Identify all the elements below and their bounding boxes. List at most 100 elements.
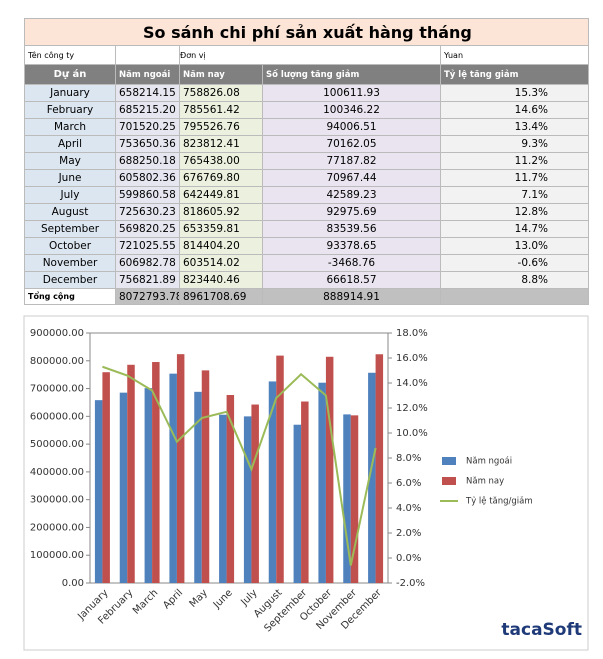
bar (350, 415, 359, 583)
cell: 93378.65 (262, 237, 441, 255)
cell: 100346.22 (262, 101, 441, 119)
cell: September (24, 220, 116, 238)
cell: 658214.15 (115, 84, 180, 102)
header-cell: Năm ngoái (115, 64, 180, 85)
bar (127, 364, 135, 583)
bar (276, 355, 284, 583)
header-cell: Tỷ lệ tăng giảm (439, 64, 590, 85)
y-tick-label: 900000.00 (30, 328, 84, 339)
cell: 606982.78 (115, 254, 180, 272)
header-row: Dự án Năm ngoái Năm nay Số lượng tăng giảm T… (24, 64, 590, 85)
bar (152, 362, 160, 583)
y-tick-label: 800000.00 (30, 356, 84, 367)
bar (102, 372, 110, 583)
cell: 685215.20 (115, 101, 180, 119)
title-row: So sánh chi phí sản xuất hàng tháng (23, 18, 590, 46)
data-row: February 685215.20 785561.42 100346.22 14.6% (24, 101, 590, 119)
y-tick-label: 100000.00 (30, 550, 84, 561)
cell: 753650.36 (115, 135, 180, 153)
bar (94, 400, 103, 583)
total-row: Tổng cộng 8072793.78 8961708.69 888914.91 (24, 288, 590, 305)
cell: 721025.55 (115, 237, 180, 255)
y-tick-label: 0.00 (62, 578, 84, 589)
data-row: January 658214.15 758826.08 100611.93 15.3% (24, 84, 590, 102)
total-cell: 8072793.78 (115, 288, 180, 305)
header-cell: Số lượng tăng giảm (262, 64, 441, 85)
line (102, 365, 377, 566)
bar (268, 381, 277, 583)
cell: 13.0% (439, 237, 590, 255)
legend-label: Năm ngoái (466, 457, 512, 467)
y2-tick-label: 12.0% (396, 403, 428, 414)
cell: 8.8% (439, 271, 590, 289)
bar (144, 388, 153, 583)
legend-label: Năm nay (466, 477, 504, 487)
data-row: August 725630.23 818605.92 92975.69 12.8% (24, 203, 590, 221)
total-cell: 8961708.69 (179, 288, 263, 305)
cell: 603514.02 (179, 254, 263, 272)
y-tick-label: 500000.00 (30, 439, 84, 450)
total-cell (439, 288, 590, 305)
cell: 725630.23 (115, 203, 180, 221)
cell: 12.8% (439, 203, 590, 221)
cell: 70967.44 (262, 169, 441, 187)
bar (375, 354, 384, 583)
data-row: July 599860.58 642449.81 42589.23 7.1% (24, 186, 590, 204)
y2-tick-label: -2.0% (396, 578, 425, 589)
y2-tick-label: 18.0% (396, 328, 428, 339)
bar (325, 356, 334, 583)
bar (226, 395, 235, 583)
legend-label: Tỷ lệ tăng/giảm (465, 496, 533, 507)
table-title: So sánh chi phí sản xuất hàng tháng (23, 18, 590, 46)
data-row: May 688250.18 765438.00 77187.82 11.2% (24, 152, 590, 170)
bar (169, 373, 177, 583)
bar (301, 401, 309, 583)
cell: 756821.89 (115, 271, 180, 289)
cell: April (24, 135, 116, 153)
logo: tacaSoft (501, 620, 582, 640)
bar (368, 372, 376, 583)
bar (119, 392, 128, 583)
cell: 15.3% (439, 84, 590, 102)
cell: 688250.18 (115, 152, 180, 170)
data-row: April 753650.36 823812.41 70162.05 9.3% (24, 135, 590, 153)
y2-tick-label: 8.0% (396, 453, 421, 464)
info-row: Tên công ty Đơn vị Yuan (24, 45, 590, 65)
bar (219, 414, 227, 583)
y-tick-label: 300000.00 (30, 495, 84, 506)
legend-swatch (442, 477, 456, 485)
cell: 795526.76 (179, 118, 263, 136)
cell: 758826.08 (179, 84, 263, 102)
y2-tick-label: 14.0% (396, 378, 428, 389)
cell: 599860.58 (115, 186, 180, 204)
y2-tick-label: 10.0% (396, 428, 428, 439)
bar (251, 404, 259, 583)
legend-swatch (442, 457, 456, 465)
y2-tick-label: 6.0% (396, 478, 421, 489)
header-cell: Dự án (24, 64, 116, 85)
cell: August (24, 203, 116, 221)
cell: 70162.05 (262, 135, 441, 153)
table-body: So sánh chi phí sản xuất hàng tháng Tên … (23, 18, 590, 305)
y-tick-label: 200000.00 (30, 522, 84, 533)
y2-tick-label: 0.0% (396, 553, 421, 564)
y2-tick-label: 2.0% (396, 528, 421, 539)
cell: 14.7% (439, 220, 590, 238)
cell: 823812.41 (179, 135, 263, 153)
cell: 83539.56 (262, 220, 441, 238)
y2-tick-label: 4.0% (396, 503, 421, 514)
bar (293, 424, 302, 583)
cell: 11.2% (439, 152, 590, 170)
bar (243, 416, 252, 583)
cell: May (24, 152, 116, 170)
cell: June (24, 169, 116, 187)
cell: 642449.81 (179, 186, 263, 204)
cell: November (24, 254, 116, 272)
cell: 13.4% (439, 118, 590, 136)
y-tick-label: 400000.00 (30, 467, 84, 478)
data-row: June 605802.36 676769.80 70967.44 11.7% (24, 169, 590, 187)
cell: 818605.92 (179, 203, 263, 221)
y-tick-label: 700000.00 (30, 384, 84, 395)
bar (176, 354, 185, 583)
